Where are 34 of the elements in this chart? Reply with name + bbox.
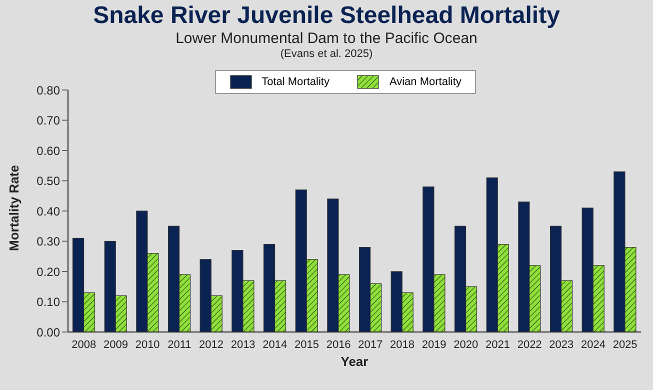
y-tick-label: 0.70 xyxy=(36,114,60,128)
y-tick-label: 0.10 xyxy=(36,295,60,310)
y-axis-title: Mortality Rate xyxy=(6,165,22,251)
x-axis-title: Year xyxy=(340,354,368,369)
y-tick-label: 0.50 xyxy=(36,174,60,188)
y-tick-label: 0.00 xyxy=(36,325,60,340)
text: (Evans et al. 2025) xyxy=(279,48,374,60)
x-tick-label: 2011 xyxy=(168,338,192,351)
y-tick-label: 0.30 xyxy=(36,234,60,249)
y-tick-label: 0.20 xyxy=(36,264,60,279)
x-tick-label: 2025 xyxy=(612,338,638,351)
x-tick-label: 2022 xyxy=(517,338,542,351)
x-tick-label: 2021 xyxy=(486,338,510,351)
x-tick-label: 2017 xyxy=(358,338,383,351)
x-tick-label: 2023 xyxy=(549,338,574,351)
y-tick-label: 0.60 xyxy=(36,144,60,158)
x-tick-label: 2024 xyxy=(581,338,606,351)
x-tick-label: 2015 xyxy=(294,338,319,351)
x-tick-label: 2008 xyxy=(72,338,96,351)
x-tick-label: 2016 xyxy=(326,338,351,351)
x-tick-label: 2019 xyxy=(422,338,446,351)
chart-subtitle: Lower Monumental Dam to the Pacific Ocean xyxy=(174,30,478,47)
x-tick-label: 2010 xyxy=(135,338,160,351)
x-tick-label: 2013 xyxy=(230,338,256,351)
chart-title: Snake River Juvenile Steelhead Mortality xyxy=(92,2,561,30)
x-tick-label: 2020 xyxy=(454,338,478,351)
y-tick-label: 0.40 xyxy=(36,204,60,218)
legend-label: Avian Mortality xyxy=(388,75,462,89)
y-tick-label: 0.80 xyxy=(36,83,60,98)
x-tick-label: 2014 xyxy=(262,338,288,351)
x-tick-label: 2018 xyxy=(390,338,414,351)
x-tick-label: 2009 xyxy=(104,338,128,351)
legend-label: Total Mortality xyxy=(260,75,330,89)
x-tick-label: 2012 xyxy=(199,338,224,351)
